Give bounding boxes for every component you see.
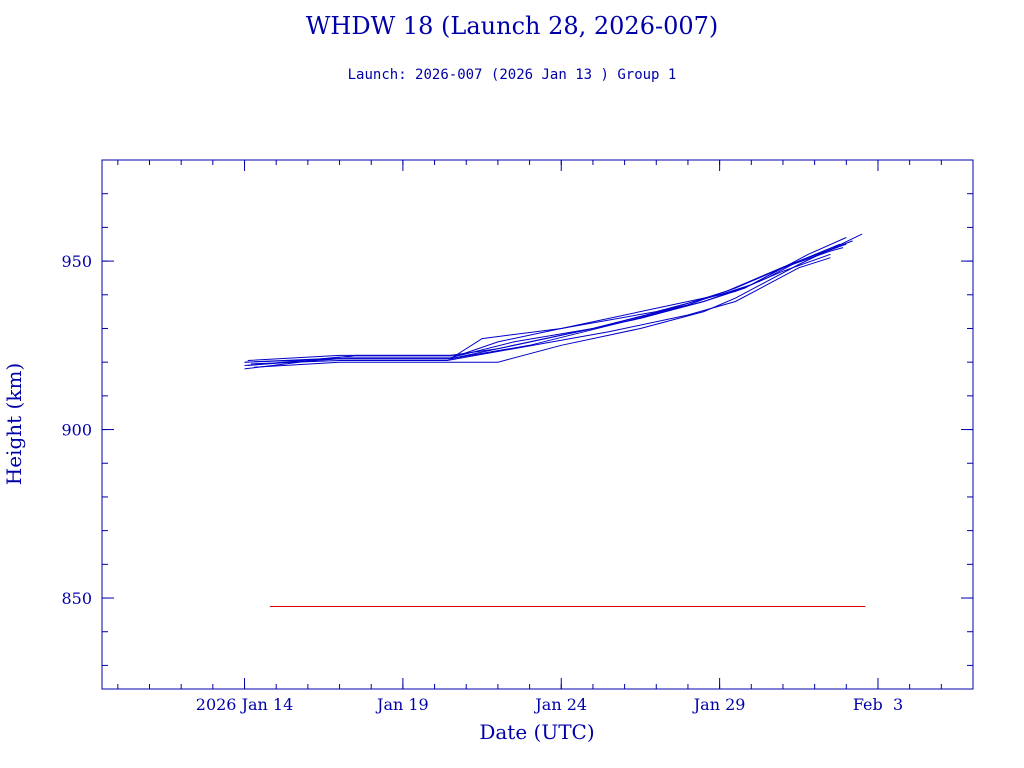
x-tick-label: 2026 Jan 14 — [196, 695, 294, 714]
series-line-4 — [250, 257, 831, 365]
y-tick-label: 850 — [61, 589, 92, 608]
x-axis-title: Date (UTC) — [479, 720, 594, 744]
series-line-1 — [244, 247, 844, 363]
y-tick-label: 950 — [61, 252, 92, 271]
plot-frame — [101, 159, 974, 690]
minor-ticks — [102, 159, 974, 689]
y-tick-label: 900 — [61, 421, 92, 440]
x-axis: 2026 Jan 14 Jan 19 Jan 24 Jan 29 Feb 3 — [196, 160, 903, 714]
series-line-6 — [253, 233, 863, 368]
series-line-3 — [244, 240, 853, 370]
x-tick-label: Feb 3 — [853, 695, 903, 714]
x-tick-label: Jan 24 — [533, 695, 587, 714]
x-tick-label: Jan 19 — [375, 695, 429, 714]
chart-subtitle: Launch: 2026-007 (2026 Jan 13 ) Group 1 — [347, 67, 677, 83]
series-line-8 — [244, 253, 831, 366]
chart-title: WHDW 18 (Launch 28, 2026-007) — [305, 12, 719, 40]
x-tick-label: Jan 29 — [692, 695, 746, 714]
y-axis: 850 900 950 — [61, 252, 973, 608]
series-line-2 — [247, 243, 841, 366]
series-line-7 — [247, 243, 847, 361]
series-layer — [244, 233, 863, 370]
y-axis-title: Height (km) — [2, 363, 26, 485]
